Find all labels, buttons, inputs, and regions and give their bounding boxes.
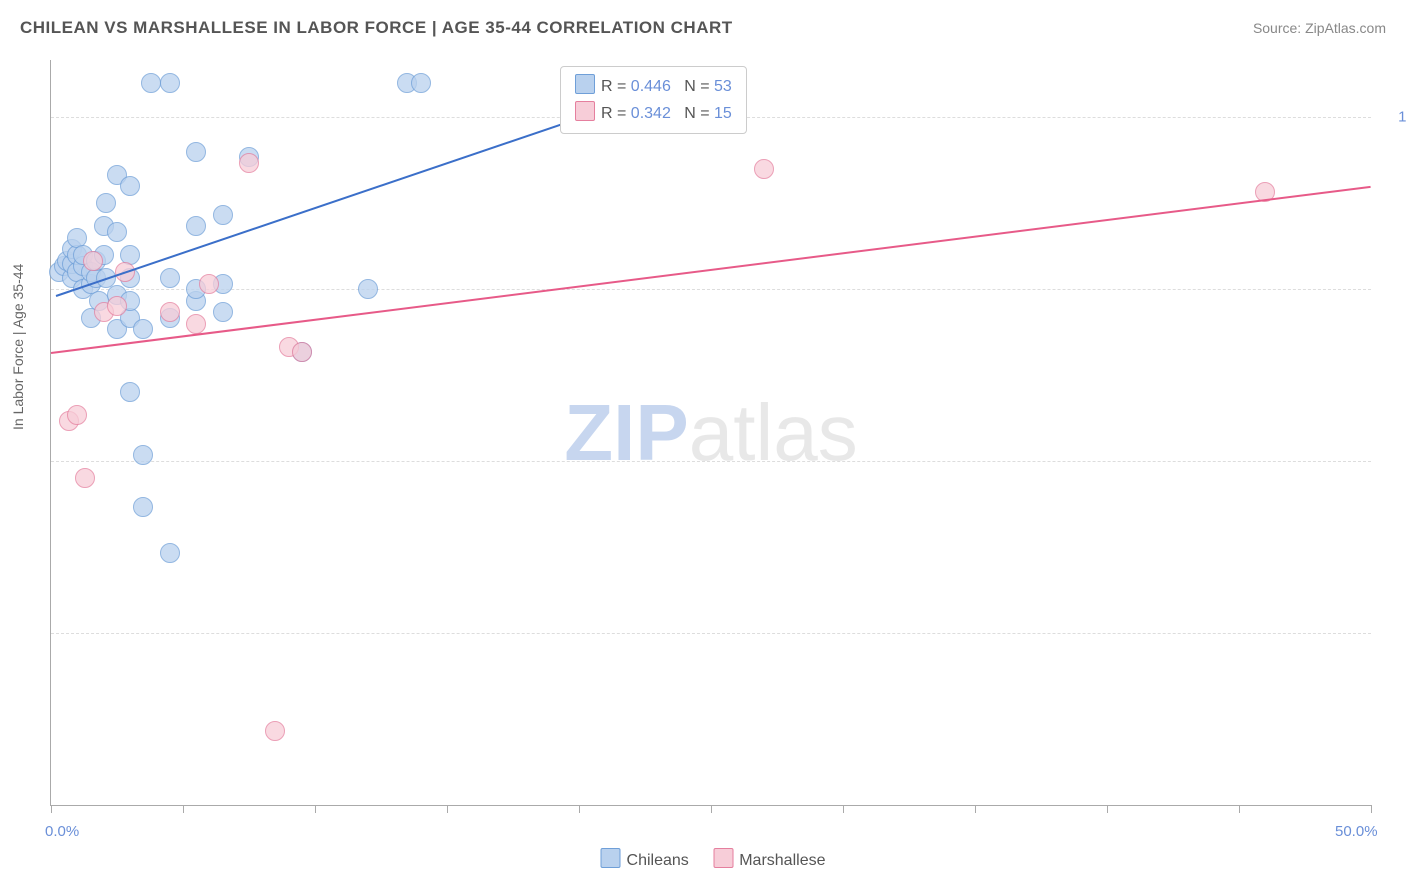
data-point xyxy=(83,251,103,271)
trend-line xyxy=(51,186,1371,354)
legend-label-2: Marshallese xyxy=(739,852,825,869)
data-point xyxy=(133,445,153,465)
data-point xyxy=(186,314,206,334)
plot-area: ZIPatlas 55.0%70.0%85.0%100.0% xyxy=(50,60,1371,806)
data-point xyxy=(160,302,180,322)
data-point xyxy=(133,497,153,517)
data-point xyxy=(213,302,233,322)
data-point xyxy=(107,296,127,316)
x-tick xyxy=(843,805,844,813)
data-point xyxy=(754,159,774,179)
data-point xyxy=(120,382,140,402)
x-tick xyxy=(975,805,976,813)
gridline xyxy=(51,461,1371,462)
data-point xyxy=(160,543,180,563)
data-point xyxy=(186,142,206,162)
data-point xyxy=(96,193,116,213)
data-point xyxy=(107,222,127,242)
data-point xyxy=(133,319,153,339)
legend-row: R = 0.342 N = 15 xyxy=(575,100,732,127)
data-point xyxy=(67,405,87,425)
data-point xyxy=(265,721,285,741)
correlation-legend: R = 0.446 N = 53R = 0.342 N = 15 xyxy=(560,66,747,134)
data-point xyxy=(213,205,233,225)
data-point xyxy=(75,468,95,488)
data-point xyxy=(186,216,206,236)
data-point xyxy=(358,279,378,299)
source-label: Source: ZipAtlas.com xyxy=(1253,20,1386,36)
data-point xyxy=(411,73,431,93)
legend-row: R = 0.446 N = 53 xyxy=(575,73,732,100)
x-tick xyxy=(447,805,448,813)
x-tick xyxy=(183,805,184,813)
x-tick xyxy=(51,805,52,813)
legend-label-1: Chileans xyxy=(627,852,689,869)
data-point xyxy=(292,342,312,362)
data-point xyxy=(239,153,259,173)
x-tick-label: 0.0% xyxy=(45,823,79,840)
x-tick xyxy=(1239,805,1240,813)
x-tick xyxy=(711,805,712,813)
data-point xyxy=(141,73,161,93)
bottom-legend: Chileans Marshallese xyxy=(581,848,826,870)
data-point xyxy=(120,176,140,196)
x-tick xyxy=(579,805,580,813)
x-tick xyxy=(315,805,316,813)
data-point xyxy=(199,274,219,294)
gridline xyxy=(51,289,1371,290)
data-point xyxy=(160,268,180,288)
chart-title: CHILEAN VS MARSHALLESE IN LABOR FORCE | … xyxy=(20,18,733,38)
x-tick xyxy=(1107,805,1108,813)
data-point xyxy=(160,73,180,93)
x-tick xyxy=(1371,805,1372,813)
y-axis-title: In Labor Force | Age 35-44 xyxy=(10,264,26,430)
gridline xyxy=(51,633,1371,634)
y-tick-label: 100.0% xyxy=(1398,109,1406,126)
watermark: ZIPatlas xyxy=(564,387,857,479)
x-tick-label: 50.0% xyxy=(1335,823,1378,840)
